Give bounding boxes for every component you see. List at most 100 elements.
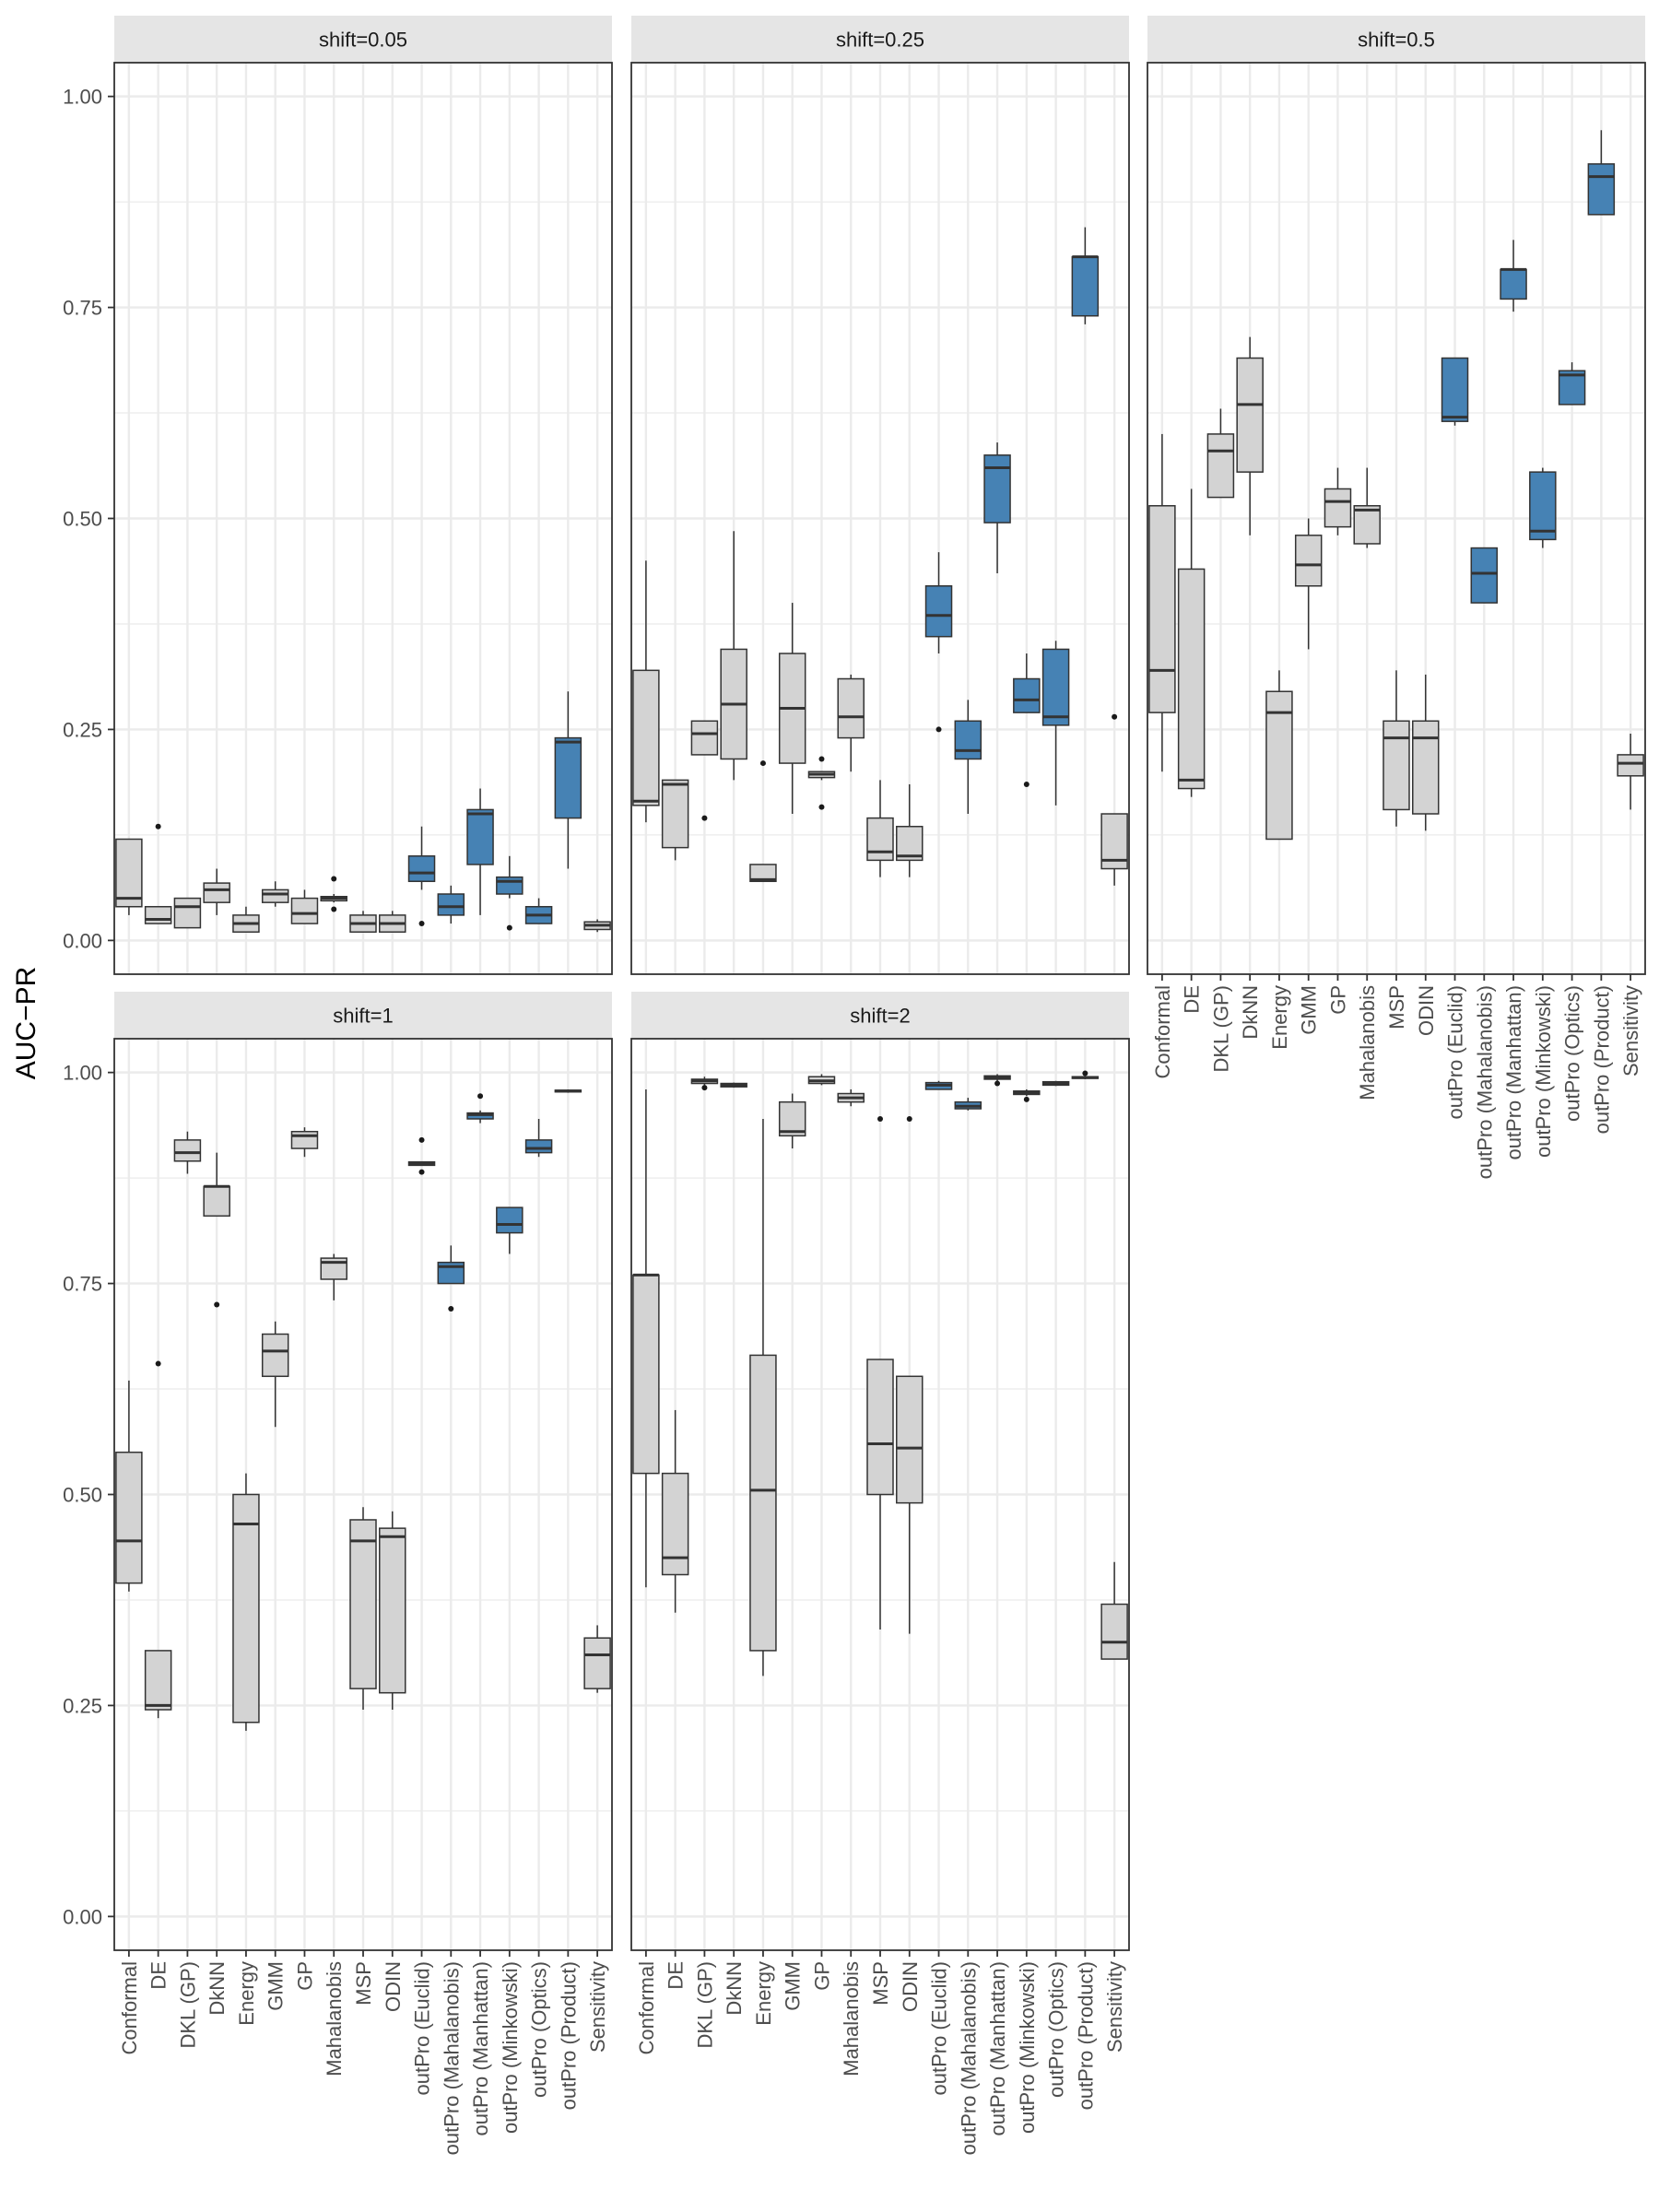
- x-tick-label: outPro (Mahalanobis): [957, 1961, 980, 2155]
- box-outpro-minkowski: [1529, 467, 1557, 548]
- outlier-point: [759, 760, 766, 767]
- iqr-box: [1236, 357, 1264, 473]
- box-msp: [349, 911, 377, 933]
- iqr-box: [1353, 505, 1381, 545]
- outlier-point: [994, 1080, 1001, 1087]
- box-outpro-product: [1071, 227, 1100, 324]
- x-tick-label: Mahalanobis: [1356, 985, 1379, 1100]
- box-de: [144, 1360, 172, 1719]
- facet-strip-label: shift=0.25: [836, 29, 924, 52]
- iqr-box: [632, 669, 660, 806]
- iqr-box: [1013, 677, 1041, 713]
- x-tick-label: ODIN: [899, 1961, 922, 2012]
- box-sensitivity: [583, 919, 611, 933]
- box-outpro-manhattan: [983, 442, 1011, 574]
- iqr-box: [232, 1493, 260, 1724]
- box-odin: [379, 1511, 406, 1711]
- box-outpro-mahalanobis: [954, 700, 982, 815]
- iqr-box: [1148, 505, 1176, 713]
- box-de: [144, 823, 172, 924]
- iqr-box: [203, 1185, 230, 1218]
- box-odin: [1412, 674, 1440, 831]
- iqr-box: [866, 1359, 894, 1496]
- box-odin: [896, 783, 924, 877]
- x-tick-label: outPro (Optics): [528, 1961, 551, 2098]
- box-mahalanobis: [320, 1253, 347, 1300]
- box-gp: [290, 889, 319, 924]
- box-outpro-euclid: [407, 1136, 436, 1175]
- box-outpro-product: [554, 1088, 582, 1093]
- outlier-point: [214, 1301, 220, 1308]
- facet-strip: [1147, 16, 1645, 63]
- iqr-box: [954, 720, 982, 760]
- box-dkl-gp: [1206, 408, 1235, 499]
- iqr-box: [1587, 163, 1616, 216]
- iqr-box: [749, 1354, 777, 1652]
- x-tick-label: outPro (Euclid): [1444, 985, 1467, 1120]
- box-outpro-manhattan: [983, 1074, 1011, 1087]
- x-tick-label: DKL (GP): [176, 1961, 199, 2049]
- iqr-box: [554, 736, 582, 819]
- x-tick-label: outPro (Mahalanobis): [440, 1961, 463, 2155]
- iqr-box: [115, 1451, 143, 1584]
- iqr-box: [144, 905, 172, 924]
- box-gmm: [778, 1093, 806, 1149]
- x-tick-label: outPro (Manhattan): [1502, 985, 1525, 1160]
- box-gmm: [778, 603, 806, 815]
- box-msp: [866, 780, 894, 877]
- facet-strip-label: shift=0.05: [319, 29, 407, 52]
- iqr-box: [1206, 433, 1235, 499]
- iqr-box: [983, 454, 1011, 524]
- box-outpro-optics: [524, 1118, 553, 1158]
- box-outpro-optics: [524, 898, 553, 924]
- box-msp: [1382, 670, 1410, 827]
- x-tick-label: Sensitivity: [1619, 985, 1642, 1077]
- outlier-point: [877, 1115, 883, 1122]
- box-outpro-optics: [1558, 362, 1586, 406]
- box-de: [661, 1409, 689, 1613]
- box-outpro-mahalanobis: [954, 1098, 982, 1111]
- facet-panel: shift=0.5 Conformal DE DKL (GP) DkNN Energy GM…: [1147, 16, 1646, 1179]
- x-tick-label: MSP: [1385, 985, 1408, 1030]
- box-sensitivity: [1617, 734, 1644, 810]
- x-tick-label: outPro (Product): [1074, 1961, 1097, 2110]
- box-outpro-euclid: [1441, 357, 1469, 426]
- outlier-point: [418, 1136, 425, 1143]
- facet-panel: shift=0.25: [630, 16, 1130, 975]
- box-outpro-mahalanobis: [1470, 547, 1499, 604]
- iqr-box: [778, 1100, 806, 1137]
- iqr-box: [896, 825, 924, 862]
- box-dknn: [1236, 336, 1264, 535]
- iqr-box: [896, 1375, 924, 1504]
- box-outpro-euclid: [924, 552, 953, 733]
- box-mahalanobis: [837, 1088, 865, 1107]
- box-gmm: [261, 881, 289, 907]
- x-tick-label: GMM: [1298, 985, 1321, 1035]
- iqr-box: [837, 677, 865, 739]
- iqr-box: [496, 876, 524, 895]
- panel-border: [630, 62, 1130, 975]
- iqr-box: [1441, 357, 1469, 422]
- iqr-box: [1470, 547, 1499, 604]
- outlier-point: [1023, 781, 1030, 787]
- x-tick-label: outPro (Product): [557, 1961, 580, 2110]
- outlier-point: [448, 1306, 454, 1312]
- x-tick-label: outPro (Manhattan): [469, 1961, 492, 2136]
- y-tick-label: 1.00: [63, 86, 102, 109]
- y-tick-label: 0.50: [63, 1484, 102, 1507]
- iqr-box: [1100, 1603, 1128, 1660]
- y-axis-title: AUC−PR: [11, 967, 41, 1080]
- box-outpro-euclid: [924, 1080, 953, 1090]
- x-tick-label: outPro (Mahalanobis): [1473, 985, 1496, 1179]
- box-energy: [232, 1473, 260, 1731]
- outlier-point: [331, 906, 337, 912]
- x-tick-label: outPro (Euclid): [411, 1961, 434, 2096]
- x-tick-label: outPro (Minkowski): [499, 1961, 522, 2134]
- box-conformal: [115, 1380, 143, 1592]
- box-odin: [379, 911, 406, 933]
- iqr-box: [290, 1130, 319, 1149]
- iqr-box: [690, 720, 719, 756]
- facet-panel: shift=0.05 0.00 0.25 0.50 0.75 1.00: [63, 16, 613, 975]
- x-tick-label: outPro (Minkowski): [1016, 1961, 1039, 2134]
